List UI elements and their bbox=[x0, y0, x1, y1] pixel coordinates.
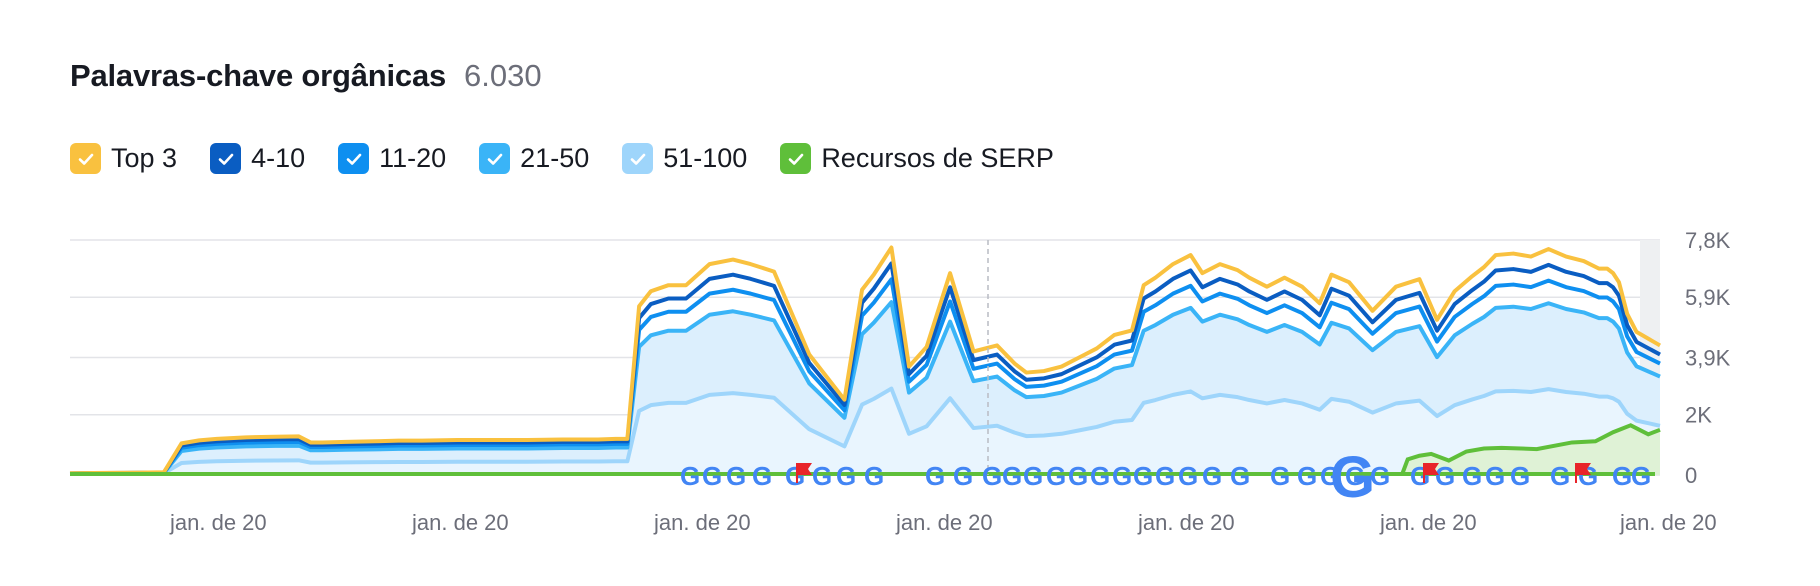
google-icon: G bbox=[1155, 461, 1175, 491]
line-51-100 bbox=[69, 386, 1661, 476]
legend-checkbox-11-20[interactable] bbox=[338, 143, 370, 174]
google-icon: G bbox=[953, 461, 973, 491]
legend: Top 3 4-10 11-20 21-50 51-100 Recursos de SER… bbox=[70, 143, 1087, 174]
area-51-100 bbox=[70, 388, 1660, 475]
legend-checkbox-21-50[interactable] bbox=[479, 143, 511, 174]
google-icon: G bbox=[1230, 461, 1250, 491]
google-icon: G bbox=[925, 461, 945, 491]
google-icon: G bbox=[982, 461, 1002, 491]
checkmark-icon bbox=[788, 153, 804, 165]
x-tick-label: jan. de 20 bbox=[1619, 510, 1717, 535]
x-tick-label: jan. de 20 bbox=[1137, 510, 1235, 535]
checkmark-icon bbox=[78, 153, 93, 165]
google-icon: G bbox=[1612, 461, 1632, 491]
legend-label-11-20: 11-20 bbox=[379, 143, 447, 173]
google-icon: G bbox=[1002, 461, 1022, 491]
google-icon: G bbox=[1202, 461, 1222, 491]
google-icon: G bbox=[1345, 461, 1365, 491]
google-icon: G bbox=[1510, 461, 1530, 491]
chart-title: Palavras-chave orgânicas bbox=[70, 58, 447, 93]
legend-label-51-100: 51-100 bbox=[663, 143, 748, 173]
google-icon: G bbox=[1370, 461, 1390, 491]
google-icon: G bbox=[1023, 461, 1043, 491]
legend-label-21-50: 21-50 bbox=[520, 143, 590, 173]
google-icon: G bbox=[1112, 461, 1132, 491]
legend-item-51-100[interactable]: 51-100 bbox=[622, 143, 747, 174]
x-tick-label: jan. de 20 bbox=[653, 510, 751, 535]
keyword-count: 6.030 bbox=[464, 58, 542, 93]
google-icon: G bbox=[1270, 461, 1290, 491]
checkmark-icon bbox=[487, 153, 502, 165]
google-icon: G bbox=[1178, 461, 1198, 491]
legend-label-4-10: 4-10 bbox=[251, 143, 306, 173]
google-icon: G bbox=[1133, 461, 1153, 491]
legend-checkbox-51-100[interactable] bbox=[622, 143, 654, 174]
google-icon: G bbox=[752, 461, 772, 491]
legend-item-serp-features[interactable]: Recursos de SERP bbox=[780, 143, 1054, 174]
y-tick-label: 5,9K bbox=[1685, 285, 1731, 310]
y-tick-label: 2K bbox=[1685, 403, 1712, 428]
chart-header: Palavras-chave orgânicas 6.030 bbox=[70, 58, 542, 94]
google-icon: G bbox=[812, 461, 832, 491]
y-tick-label: 3,9K bbox=[1685, 346, 1731, 371]
checkmark-icon bbox=[346, 153, 361, 165]
x-tick-label: jan. de 20 bbox=[411, 510, 509, 535]
legend-item-4-10[interactable]: 4-10 bbox=[210, 143, 305, 174]
line-serp-features bbox=[1399, 423, 1661, 476]
x-tick-label: jan. de 20 bbox=[895, 510, 993, 535]
google-icon: G bbox=[1550, 461, 1570, 491]
google-icon: G bbox=[1462, 461, 1482, 491]
legend-item-top-3[interactable]: Top 3 bbox=[70, 143, 177, 174]
google-icon: G bbox=[864, 461, 884, 491]
legend-item-21-50[interactable]: 21-50 bbox=[479, 143, 589, 174]
legend-item-11-20[interactable]: 11-20 bbox=[338, 143, 446, 174]
legend-checkbox-serp-features[interactable] bbox=[780, 143, 812, 174]
google-icon: G bbox=[1485, 461, 1505, 491]
x-tick-label: jan. de 20 bbox=[169, 510, 267, 535]
line-4-10 bbox=[69, 261, 1661, 476]
google-icon: G bbox=[1068, 461, 1088, 491]
google-icon: G bbox=[680, 461, 700, 491]
flag-icon bbox=[796, 463, 812, 483]
legend-label-top-3: Top 3 bbox=[111, 143, 178, 173]
line-11-20 bbox=[69, 277, 1661, 476]
flag-icon bbox=[1575, 463, 1591, 483]
x-tick-label: jan. de 20 bbox=[1379, 510, 1477, 535]
google-icon-large: G bbox=[1330, 445, 1375, 510]
checkmark-icon bbox=[630, 153, 646, 165]
google-icon: G bbox=[1090, 461, 1110, 491]
y-tick-label: 7,8K bbox=[1685, 228, 1731, 253]
flag-icon bbox=[1423, 463, 1439, 483]
legend-label-serp-features: Recursos de SERP bbox=[821, 143, 1054, 173]
checkmark-icon bbox=[218, 153, 233, 165]
google-icon: G bbox=[1435, 461, 1455, 491]
google-icon: G bbox=[1320, 461, 1340, 491]
google-icon: G bbox=[1631, 461, 1651, 491]
google-icon: G bbox=[726, 461, 746, 491]
line-top-3 bbox=[69, 245, 1662, 476]
line-21-50 bbox=[69, 300, 1661, 476]
google-icon: G bbox=[1297, 461, 1317, 491]
google-icon: G bbox=[1046, 461, 1066, 491]
google-icon: G bbox=[702, 461, 722, 491]
legend-checkbox-top-3[interactable] bbox=[70, 143, 101, 174]
legend-checkbox-4-10[interactable] bbox=[210, 143, 242, 174]
google-icon: G bbox=[836, 461, 856, 491]
y-tick-label: 0 bbox=[1685, 463, 1697, 488]
